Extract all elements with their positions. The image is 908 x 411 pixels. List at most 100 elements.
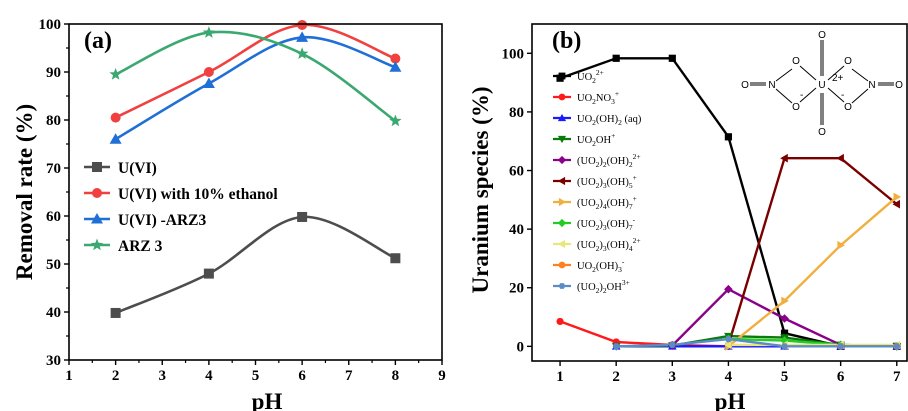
legend-label-text: 7 [629,223,633,232]
legend-label-text: 3 [603,181,607,190]
data-point-a-3 [202,26,216,38]
legend-label-text: + [633,173,637,182]
legend-marker-b [558,93,566,101]
legend-marker-b [558,72,566,80]
oxygen-atom: O [741,80,749,91]
legend-label-text: UO [577,261,593,272]
legend-marker-b [558,197,567,207]
data-point-a-1 [390,53,401,64]
legend-label-text: ) [599,282,603,293]
bond-line [775,88,793,104]
legend-label-text: 3 [603,244,607,253]
legend-label-text: 2 [618,118,622,127]
x-tick-label-a: 9 [438,368,446,384]
y-tick-label-a: 70 [46,161,61,177]
legend-label-text: (UO [577,282,596,293]
legend-label-text: 2 [592,139,596,148]
legend-label-text: - [633,215,636,224]
data-point-b-1 [556,317,564,326]
legend-label-b: UO2OH+ [577,131,615,148]
legend-label-text: 2+ [633,236,641,245]
y-axis-label-a: Removal rate (%) [12,104,37,280]
legend-label-b: (UO2)2(OH)22+ [577,152,641,169]
legend-label-text: (UO [577,240,596,251]
y-tick-label-a: 60 [46,209,61,225]
legend-label-text: 3 [611,97,615,106]
x-axis-label-a: pH [252,389,283,411]
oxygen-atom: O [895,80,903,91]
legend-label-text: 2 [596,202,600,211]
legend-marker-b [558,283,566,289]
x-tick-label-b: 6 [837,369,845,385]
legend-marker-b [557,113,567,122]
minus-sign: - [800,90,803,101]
legend-label-a: U(VI) [118,160,157,177]
legend-label-text: (OH) [607,156,630,167]
data-point-b-0 [780,329,789,337]
data-point-b-10 [724,335,732,343]
series-line-b-6 [727,195,898,348]
panel-a: 1 2 3 4 5 6 7 8 9 30 40 50 60 70 80 90 100 U(VI) U(VI) wi… [12,17,446,411]
legend-label-b: (UO2)2OH3+ [577,278,630,295]
bond-line [827,65,845,81]
data-point-b-0 [724,133,733,141]
data-point-a-2 [389,61,402,72]
data-point-b-5 [892,199,900,209]
data-point-b-6 [837,240,845,250]
y-tick-label-b: 100 [502,46,525,62]
data-point-a-3 [295,47,309,59]
legend-label-text: NO [596,93,612,104]
y-tick-label-b: 0 [517,339,525,355]
x-tick-label-b: 2 [612,369,620,385]
x-tick-label-b: 4 [725,369,733,385]
data-point-a-0 [110,307,121,318]
bond-line [851,68,869,82]
data-point-a-2 [202,77,215,88]
legend-label-b: UO2NO3+ [577,89,619,106]
legend-marker-a [91,213,103,224]
data-point-b-0 [668,54,676,62]
legend-label-b: UO2(OH)2 (aq) [577,114,642,127]
legend-label-text: + [633,194,637,203]
series-line-b-10 [616,337,897,348]
data-point-a-1 [297,19,308,30]
legend-label-text: (UO [577,219,596,230]
bond-line [851,88,869,104]
x-tick-label-a: 3 [159,368,167,384]
legend-marker-a [92,162,102,172]
x-tick-label-a: 4 [205,368,213,384]
legend-label-text: 2 [603,286,607,295]
oxygen-atom: O [818,30,826,41]
legend-label-b: UO2(OH)3- [577,257,625,274]
uranium-atom: U [818,80,825,91]
legend-label-a: U(VI) with 10% ethanol [118,186,278,203]
legend-a: U(VI) U(VI) with 10% ethanol U(VI) -ARZ3 AR… [84,160,278,255]
bond-line [799,65,817,81]
legend-label-text: (aq) [622,114,642,125]
series-line-a-0 [115,215,396,315]
data-point-b-6 [781,296,789,306]
legend-label-text: (OH) [607,240,630,251]
y-tick-label-a: 80 [46,113,61,129]
x-tick-label-a: 6 [298,368,306,384]
legend-label-text: (OH) [607,219,630,230]
x-tick-label-b: 3 [669,369,677,385]
legend-label-text: 2 [592,118,596,127]
data-point-a-0 [297,211,308,222]
legend-label-b: (UO2)4(OH)7+ [577,194,637,211]
data-point-b-8 [724,340,732,350]
legend-label-b: (UO2)3(OH)5+ [577,173,637,190]
y-tick-label-a: 40 [46,305,61,321]
legend-label-a: U(VI) -ARZ3 [118,212,207,229]
data-point-b-10 [780,343,789,350]
data-point-b-5 [780,153,788,163]
y-axis-label-b: Uranium species (%) [468,87,493,294]
x-axis-label-b: pH [715,389,746,411]
data-point-a-3 [389,114,402,127]
data-point-b-5 [836,153,844,163]
legend-label-text: 2 [596,223,600,232]
legend-label-text: 2+ [596,68,604,77]
